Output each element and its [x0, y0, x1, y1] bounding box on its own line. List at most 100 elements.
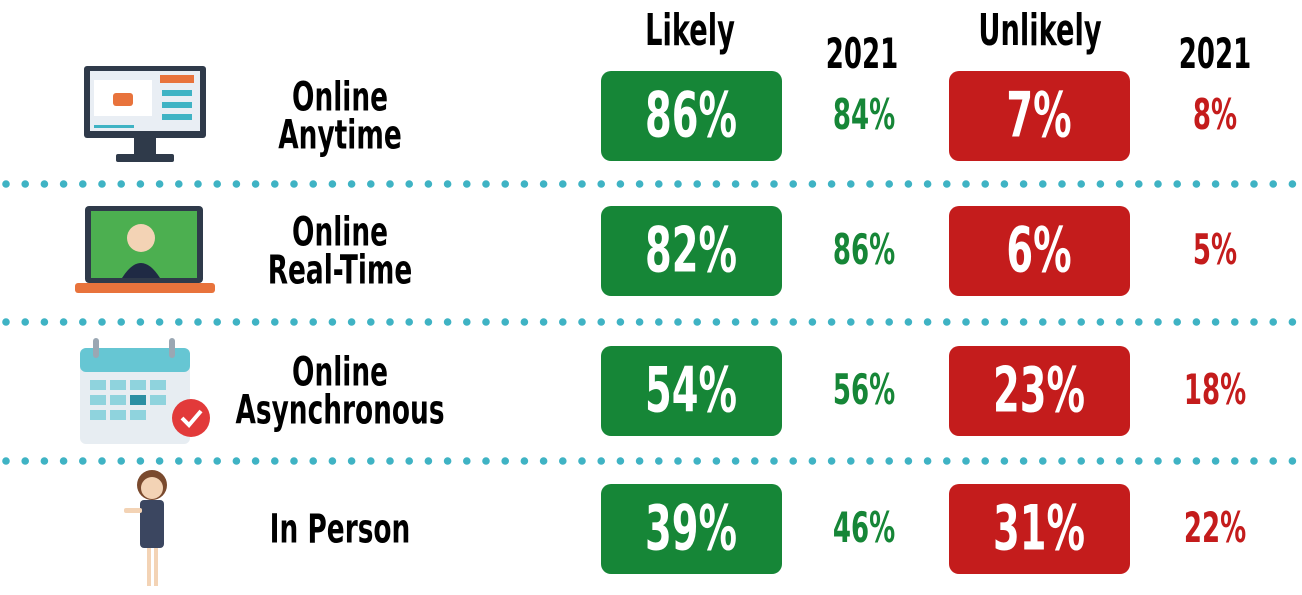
separator-dot: [156, 318, 164, 326]
separator-dot: [1173, 457, 1181, 465]
separator-dot: [693, 318, 701, 326]
separator-dot: [21, 457, 29, 465]
separator-dot: [405, 318, 413, 326]
separator-dot: [194, 457, 202, 465]
separator-dot: [348, 180, 356, 188]
separator-dot: [1212, 457, 1220, 465]
separator-dot: [1269, 457, 1277, 465]
separator-dot: [501, 180, 509, 188]
separator-dot: [1077, 318, 1085, 326]
separator-dot: [789, 457, 797, 465]
separator-dot: [943, 318, 951, 326]
separator-dot: [1289, 457, 1297, 465]
separator-dot: [1289, 180, 1297, 188]
separator-dot: [444, 457, 452, 465]
separator-dot: [252, 457, 260, 465]
likely-header: Likely: [645, 4, 735, 56]
separator-dot: [194, 318, 202, 326]
separator-dot: [463, 318, 471, 326]
separator-dot: [617, 318, 625, 326]
unlikely-2021-value: 18%: [1184, 367, 1246, 415]
separator-dot: [1116, 457, 1124, 465]
separator-dot: [21, 180, 29, 188]
likely-value: 86%: [645, 80, 737, 152]
separator-dot: [962, 457, 970, 465]
separator-dot: [924, 457, 932, 465]
separator-dot: [1154, 180, 1162, 188]
separator-dot: [1097, 318, 1105, 326]
likely-value: 82%: [645, 215, 737, 287]
separator-dot: [770, 457, 778, 465]
separator-dot: [463, 457, 471, 465]
separator-dot: [79, 318, 87, 326]
separator-dot: [233, 180, 241, 188]
separator-dot: [981, 180, 989, 188]
separator-dot: [636, 180, 644, 188]
separator-dot: [367, 180, 375, 188]
row-label: Anytime: [278, 112, 401, 158]
separator-dot: [1193, 318, 1201, 326]
separator-dot: [482, 457, 490, 465]
separator-dot: [1173, 318, 1181, 326]
separator-dot: [866, 457, 874, 465]
separator-dot: [444, 318, 452, 326]
separator-dot: [1077, 457, 1085, 465]
separator-dot: [137, 457, 145, 465]
separator-dot: [329, 180, 337, 188]
separator-dot: [21, 318, 29, 326]
likely-2021-value: 56%: [833, 367, 895, 415]
separator-dot: [655, 180, 663, 188]
separator-dot: [1135, 318, 1143, 326]
unlikely-header: Unlikely: [978, 4, 1101, 56]
separator-dot: [501, 318, 509, 326]
separator-dot: [252, 180, 260, 188]
separator-dot: [348, 457, 356, 465]
unlikely-value: 31%: [993, 493, 1085, 565]
separator-dot: [79, 180, 87, 188]
separator-dot: [117, 457, 125, 465]
separator-dot: [175, 180, 183, 188]
separator-dot: [1135, 457, 1143, 465]
separator-dot: [597, 457, 605, 465]
unlikely-value: 23%: [993, 355, 1085, 427]
separator-dot: [981, 318, 989, 326]
separator-dot: [79, 457, 87, 465]
separator-dot: [271, 457, 279, 465]
separator-dot: [367, 318, 375, 326]
separator-dot: [1173, 180, 1181, 188]
separator-dot: [885, 457, 893, 465]
separator-dot: [2, 180, 10, 188]
separator-dot: [175, 457, 183, 465]
separator-dot: [405, 180, 413, 188]
separator-dot: [1020, 318, 1028, 326]
separator-dot: [290, 180, 298, 188]
separator-dot: [233, 318, 241, 326]
separator-dot: [809, 180, 817, 188]
separator-dot: [578, 180, 586, 188]
separator-dot: [751, 318, 759, 326]
separator-dot: [655, 318, 663, 326]
separator-dot: [905, 457, 913, 465]
separator-dot: [1058, 180, 1066, 188]
separator-dot: [578, 457, 586, 465]
separator-dot: [732, 457, 740, 465]
separator-dot: [789, 318, 797, 326]
likely-2021-header: 2021: [826, 31, 898, 79]
separator-dot: [463, 180, 471, 188]
separator-dot: [233, 457, 241, 465]
separator-dot: [751, 457, 759, 465]
separator-dot: [732, 180, 740, 188]
separator-dot: [1020, 457, 1028, 465]
separator-dot: [137, 180, 145, 188]
likely-value: 39%: [645, 493, 737, 565]
separator-dot: [117, 318, 125, 326]
separator-dot: [1001, 318, 1009, 326]
separator-dot: [1039, 318, 1047, 326]
separator-dot: [329, 318, 337, 326]
separator-dot: [674, 457, 682, 465]
separator-dot: [770, 318, 778, 326]
separator-dot: [309, 180, 317, 188]
separator-dot: [1077, 180, 1085, 188]
separator-dot: [809, 457, 817, 465]
separator-dot: [1212, 180, 1220, 188]
